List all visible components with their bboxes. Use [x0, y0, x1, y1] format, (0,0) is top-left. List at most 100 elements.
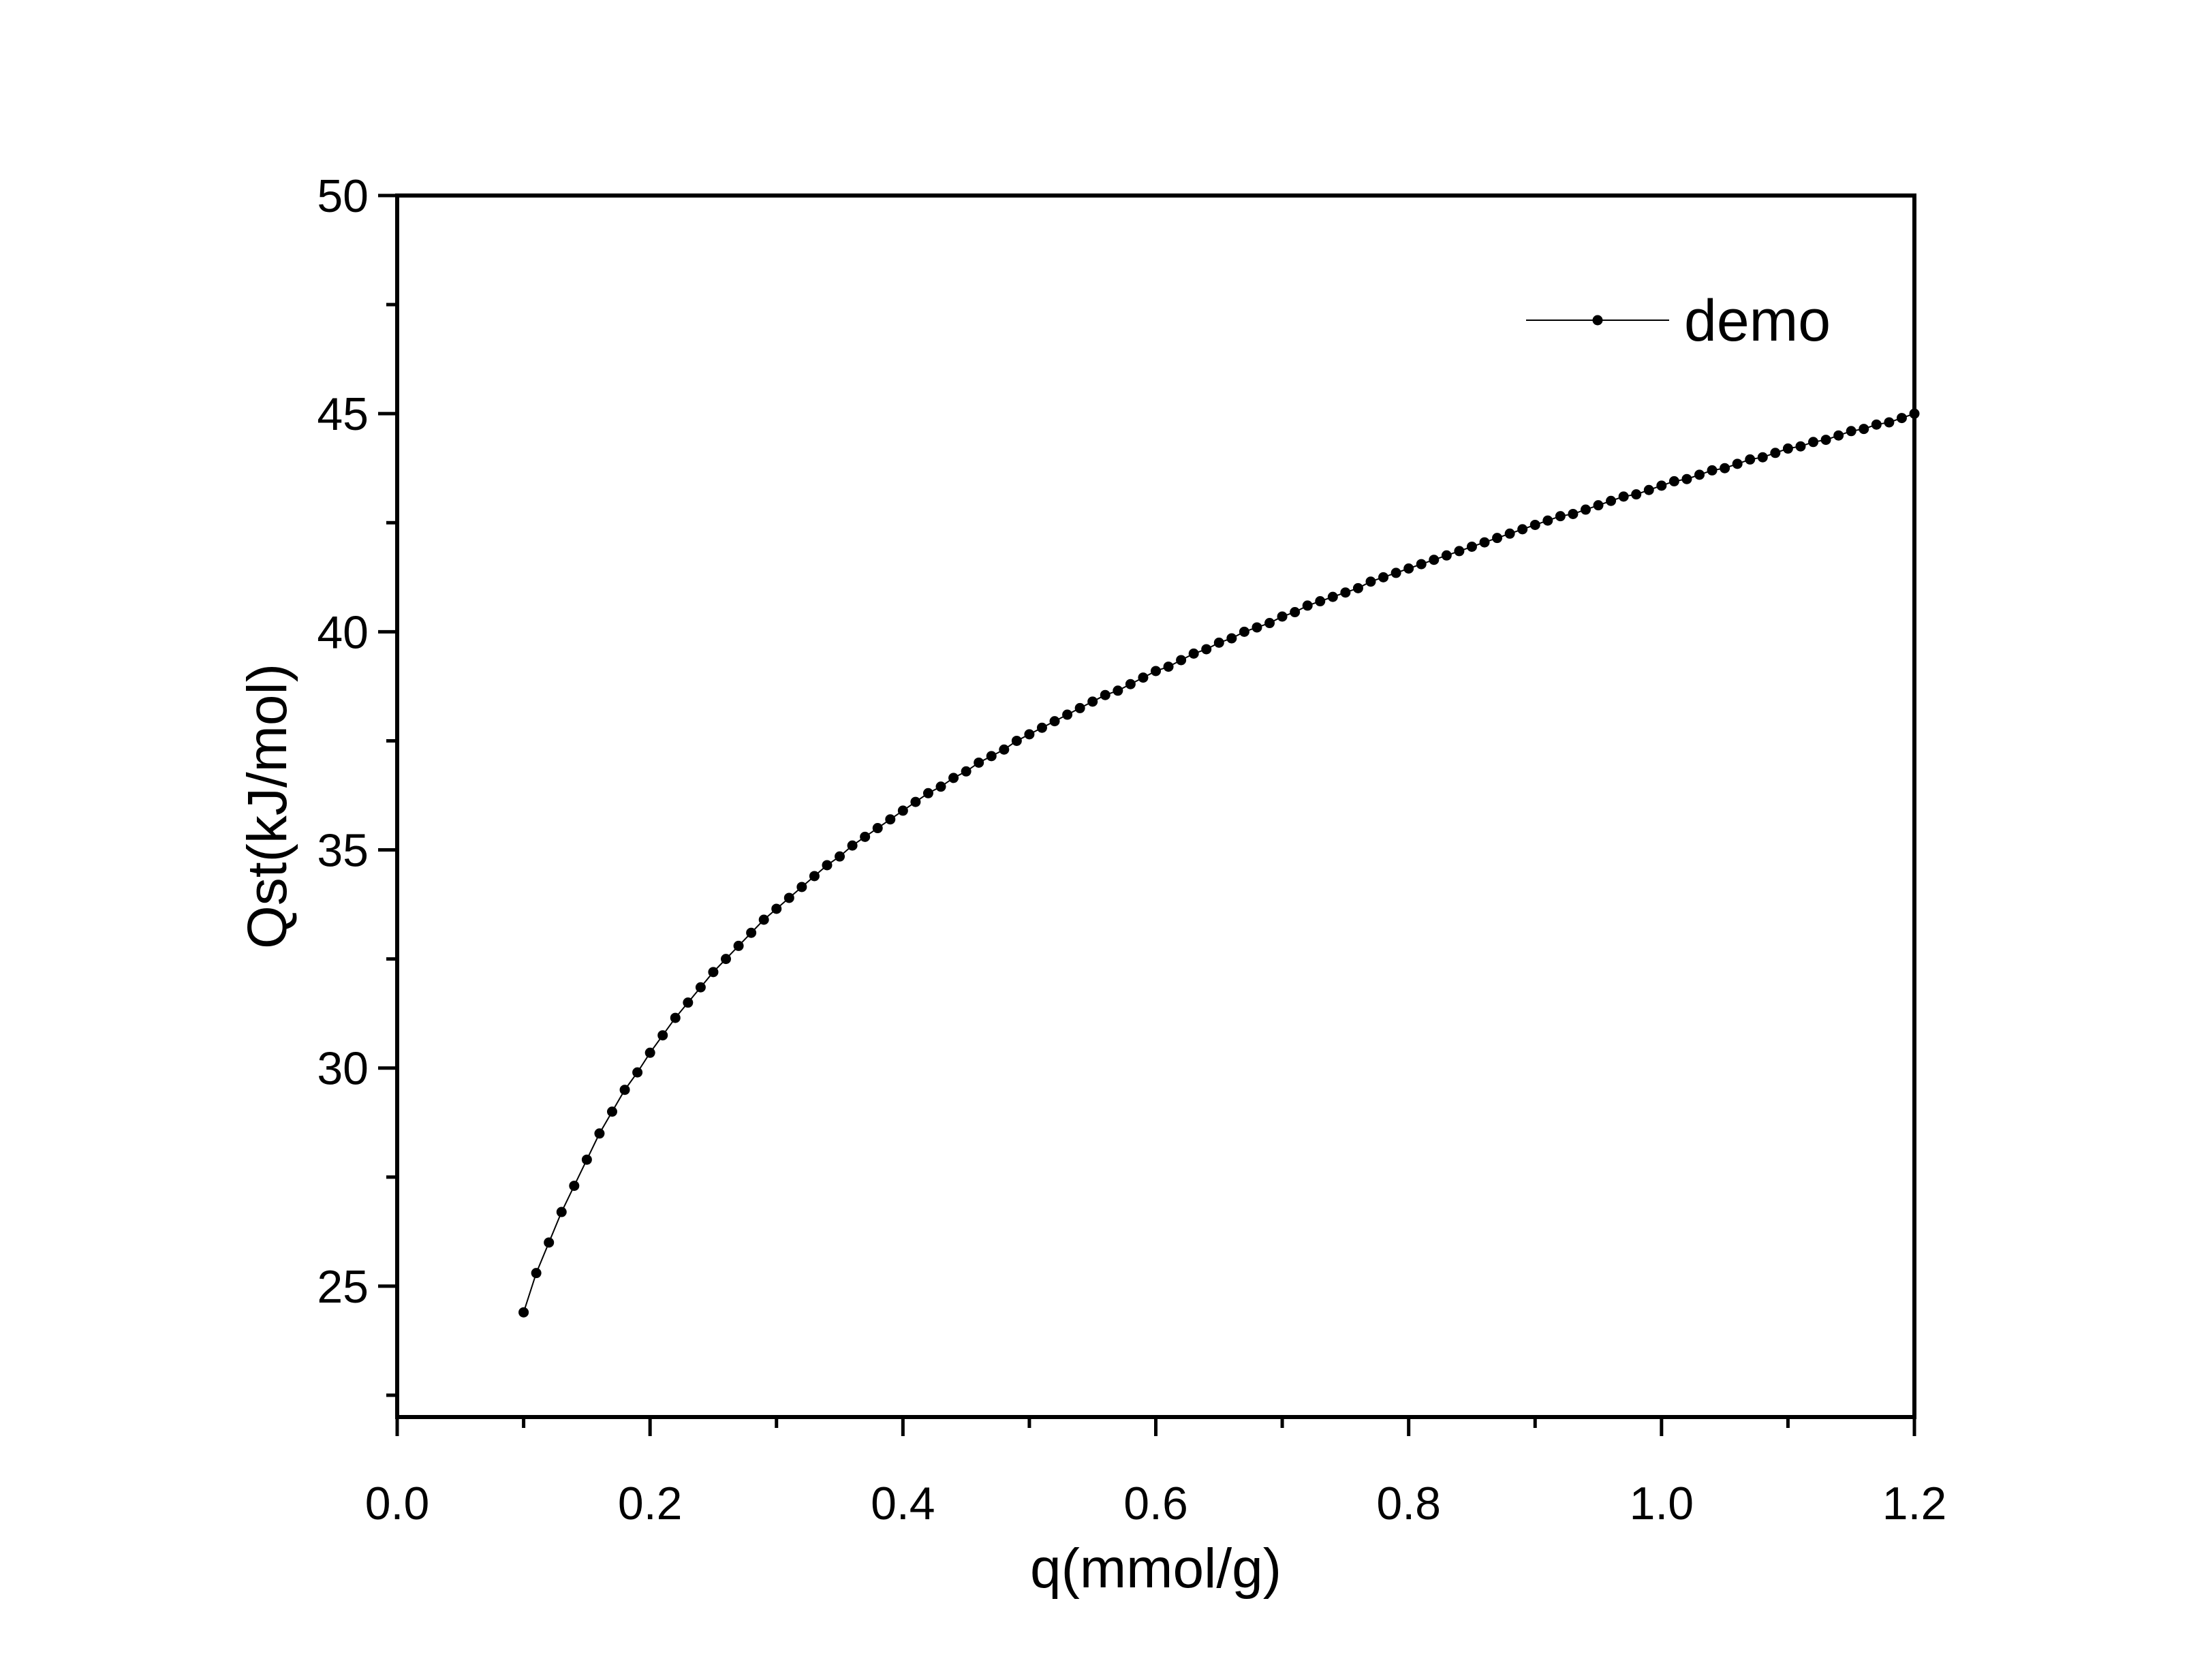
data-point	[1163, 662, 1174, 672]
data-point	[1770, 448, 1781, 458]
data-point	[1441, 550, 1452, 561]
data-point	[1504, 528, 1515, 539]
data-point	[1277, 611, 1288, 622]
data-point	[1593, 500, 1604, 511]
data-point	[1113, 685, 1123, 696]
data-point	[771, 903, 782, 914]
data-point	[1340, 587, 1351, 598]
x-tick-label: 1.2	[1882, 1478, 1947, 1529]
data-point	[1011, 735, 1022, 746]
data-point	[1656, 480, 1667, 491]
data-point	[935, 781, 946, 792]
data-point	[1820, 435, 1831, 446]
y-tick-label: 30	[317, 1043, 369, 1095]
data-point	[1555, 511, 1566, 522]
data-point	[733, 940, 744, 951]
data-point	[1125, 679, 1136, 689]
data-point	[1213, 637, 1224, 648]
tick-labels: 0.0 0.2 0.4 0.6 0.8 1.0 1.2 25 30 35 40 45 50	[317, 170, 1946, 1529]
x-axis-title: q(mmol/g)	[1030, 1538, 1281, 1600]
data-point	[999, 744, 1010, 755]
legend-marker	[1592, 315, 1603, 326]
data-point	[1529, 519, 1540, 530]
data-point	[1302, 600, 1313, 611]
data-point	[1151, 666, 1161, 676]
data-point	[1087, 696, 1098, 707]
data-point	[1757, 452, 1768, 463]
data-point	[1681, 473, 1692, 484]
data-point	[1201, 644, 1212, 655]
data-point	[1378, 572, 1389, 582]
data-point	[974, 757, 984, 768]
data-point	[922, 788, 933, 798]
data-point	[1466, 541, 1477, 552]
x-tick-label: 1.0	[1630, 1478, 1694, 1529]
data-point	[581, 1154, 592, 1165]
data-point	[632, 1067, 643, 1078]
data-point	[1252, 622, 1262, 633]
data-point	[644, 1047, 655, 1058]
data-point	[1390, 567, 1401, 578]
data-point	[796, 882, 807, 892]
legend-label-demo: demo	[1684, 288, 1831, 354]
y-tick-label: 50	[317, 170, 369, 222]
data-point	[695, 982, 706, 993]
y-axis-title: Qst(kJ/mol)	[236, 664, 298, 949]
data-point	[1226, 633, 1237, 644]
y-tick-label: 45	[317, 388, 369, 440]
x-tick-label: 0.2	[618, 1478, 683, 1529]
data-point	[518, 1307, 529, 1318]
data-point	[1606, 495, 1617, 506]
legend: demo	[1526, 288, 1831, 354]
data-point	[961, 766, 972, 777]
y-tick-label: 35	[317, 825, 369, 877]
x-tick-label: 0.4	[871, 1478, 935, 1529]
data-point	[758, 914, 769, 925]
data-point	[1808, 437, 1819, 448]
data-point	[1782, 443, 1793, 454]
data-point	[835, 851, 845, 862]
data-point	[1403, 563, 1414, 574]
data-point	[1745, 454, 1756, 465]
data-point	[1074, 702, 1085, 713]
data-point	[619, 1085, 630, 1095]
data-point	[1036, 722, 1047, 733]
data-point	[1352, 582, 1363, 593]
data-point	[683, 997, 694, 1008]
data-point	[531, 1268, 542, 1279]
data-point	[1580, 504, 1591, 515]
y-tick-label: 40	[317, 606, 369, 658]
data-point	[809, 871, 820, 882]
data-point	[1542, 515, 1553, 526]
data-point	[1454, 546, 1465, 557]
data-point	[1795, 441, 1806, 452]
data-point	[1327, 591, 1338, 602]
data-point	[670, 1012, 681, 1023]
data-point	[1643, 484, 1654, 495]
data-point	[1100, 689, 1110, 700]
data-point	[986, 751, 997, 762]
data-point	[1188, 648, 1199, 659]
data-point	[1631, 489, 1642, 500]
data-point	[1568, 508, 1579, 519]
data-point	[872, 823, 883, 834]
data-point	[1479, 537, 1490, 548]
data-point	[746, 927, 757, 938]
data-point	[1668, 476, 1679, 486]
data-point	[1517, 524, 1528, 535]
data-point	[1859, 424, 1869, 435]
data-point	[544, 1237, 555, 1248]
data-point	[885, 814, 896, 825]
data-point	[847, 840, 858, 851]
axis-ticks	[378, 193, 1916, 1436]
data-point	[1049, 716, 1060, 727]
data-point	[1694, 469, 1705, 480]
data-point	[1138, 672, 1149, 683]
plot-frame	[395, 193, 1916, 1419]
x-tick-label: 0.0	[365, 1478, 430, 1529]
data-point	[708, 967, 719, 978]
data-point	[822, 860, 833, 871]
data-point	[657, 1030, 668, 1041]
data-point	[1732, 458, 1743, 469]
